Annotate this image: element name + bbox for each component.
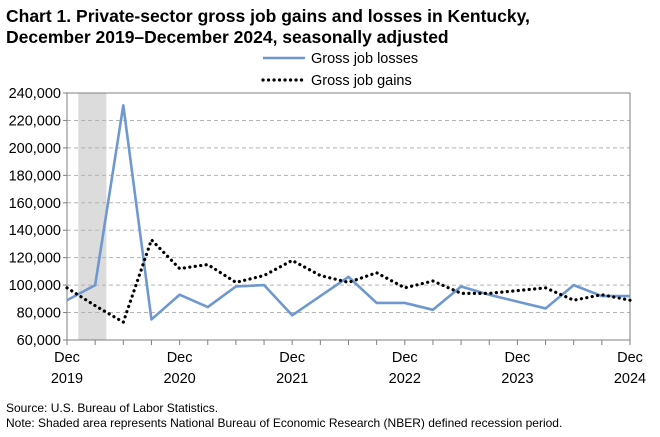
y-tick-label: 160,000 bbox=[9, 196, 61, 212]
y-tick-label: 100,000 bbox=[9, 278, 61, 294]
x-tick-label: Dec bbox=[392, 350, 418, 366]
legend-label-gross-job-losses: Gross job losses bbox=[311, 51, 418, 67]
x-axis-labels: Dec 2019 Dec 2020 Dec 2021 Dec 2022 Dec 2023 Dec 20… bbox=[51, 350, 646, 387]
recession-shading bbox=[78, 93, 107, 340]
chart-title-line-2: December 2019–December 2024, seasonally … bbox=[6, 27, 449, 47]
x-tick-label: Dec bbox=[505, 350, 531, 366]
x-tick-label: 2019 bbox=[51, 371, 83, 387]
x-tick-label: Dec bbox=[167, 350, 193, 366]
plot-background bbox=[67, 93, 630, 340]
x-tick-label: 2021 bbox=[276, 371, 308, 387]
x-tick-label: 2024 bbox=[614, 371, 646, 387]
x-tick-label: 2022 bbox=[389, 371, 421, 387]
chart-title-line-1: Chart 1. Private-sector gross job gains … bbox=[6, 6, 530, 26]
y-tick-label: 60,000 bbox=[17, 333, 61, 349]
plot-area bbox=[67, 93, 630, 340]
y-tick-label: 180,000 bbox=[9, 168, 61, 184]
series-line-gross-job-gains bbox=[65, 238, 632, 324]
y-tick-label: 140,000 bbox=[9, 223, 61, 239]
legend: Gross job losses Gross job gains bbox=[261, 51, 418, 89]
source-note: Source: U.S. Bureau of Labor Statistics. bbox=[6, 401, 219, 415]
recession-note: Note: Shaded area represents National Bu… bbox=[6, 416, 563, 430]
x-tick-label: 2023 bbox=[501, 371, 533, 387]
gridlines bbox=[67, 119, 630, 314]
legend-label-gross-job-gains: Gross job gains bbox=[311, 73, 412, 89]
chart-notes: Source: U.S. Bureau of Labor Statistics.… bbox=[6, 401, 562, 431]
y-tick-label: 220,000 bbox=[9, 113, 61, 129]
y-tick-label: 240,000 bbox=[9, 86, 61, 102]
y-tick-label: 120,000 bbox=[9, 251, 61, 267]
x-tick-label: Dec bbox=[279, 350, 305, 366]
chart-title: Chart 1. Private-sector gross job gains … bbox=[6, 6, 654, 48]
plot-frame bbox=[63, 92, 631, 345]
recession-shading-layer bbox=[78, 93, 107, 340]
x-tick-label: Dec bbox=[617, 350, 643, 366]
y-axis-labels: 60,000 80,000 100,000 120,000 140,000 160,000… bbox=[9, 86, 61, 349]
series-lines bbox=[65, 104, 632, 324]
x-tick-label: 2020 bbox=[163, 371, 195, 387]
series-line-gross-job-losses bbox=[66, 104, 630, 321]
y-tick-label: 200,000 bbox=[9, 141, 61, 157]
y-tick-label: 80,000 bbox=[17, 306, 61, 322]
x-tick-label: Dec bbox=[54, 350, 80, 366]
